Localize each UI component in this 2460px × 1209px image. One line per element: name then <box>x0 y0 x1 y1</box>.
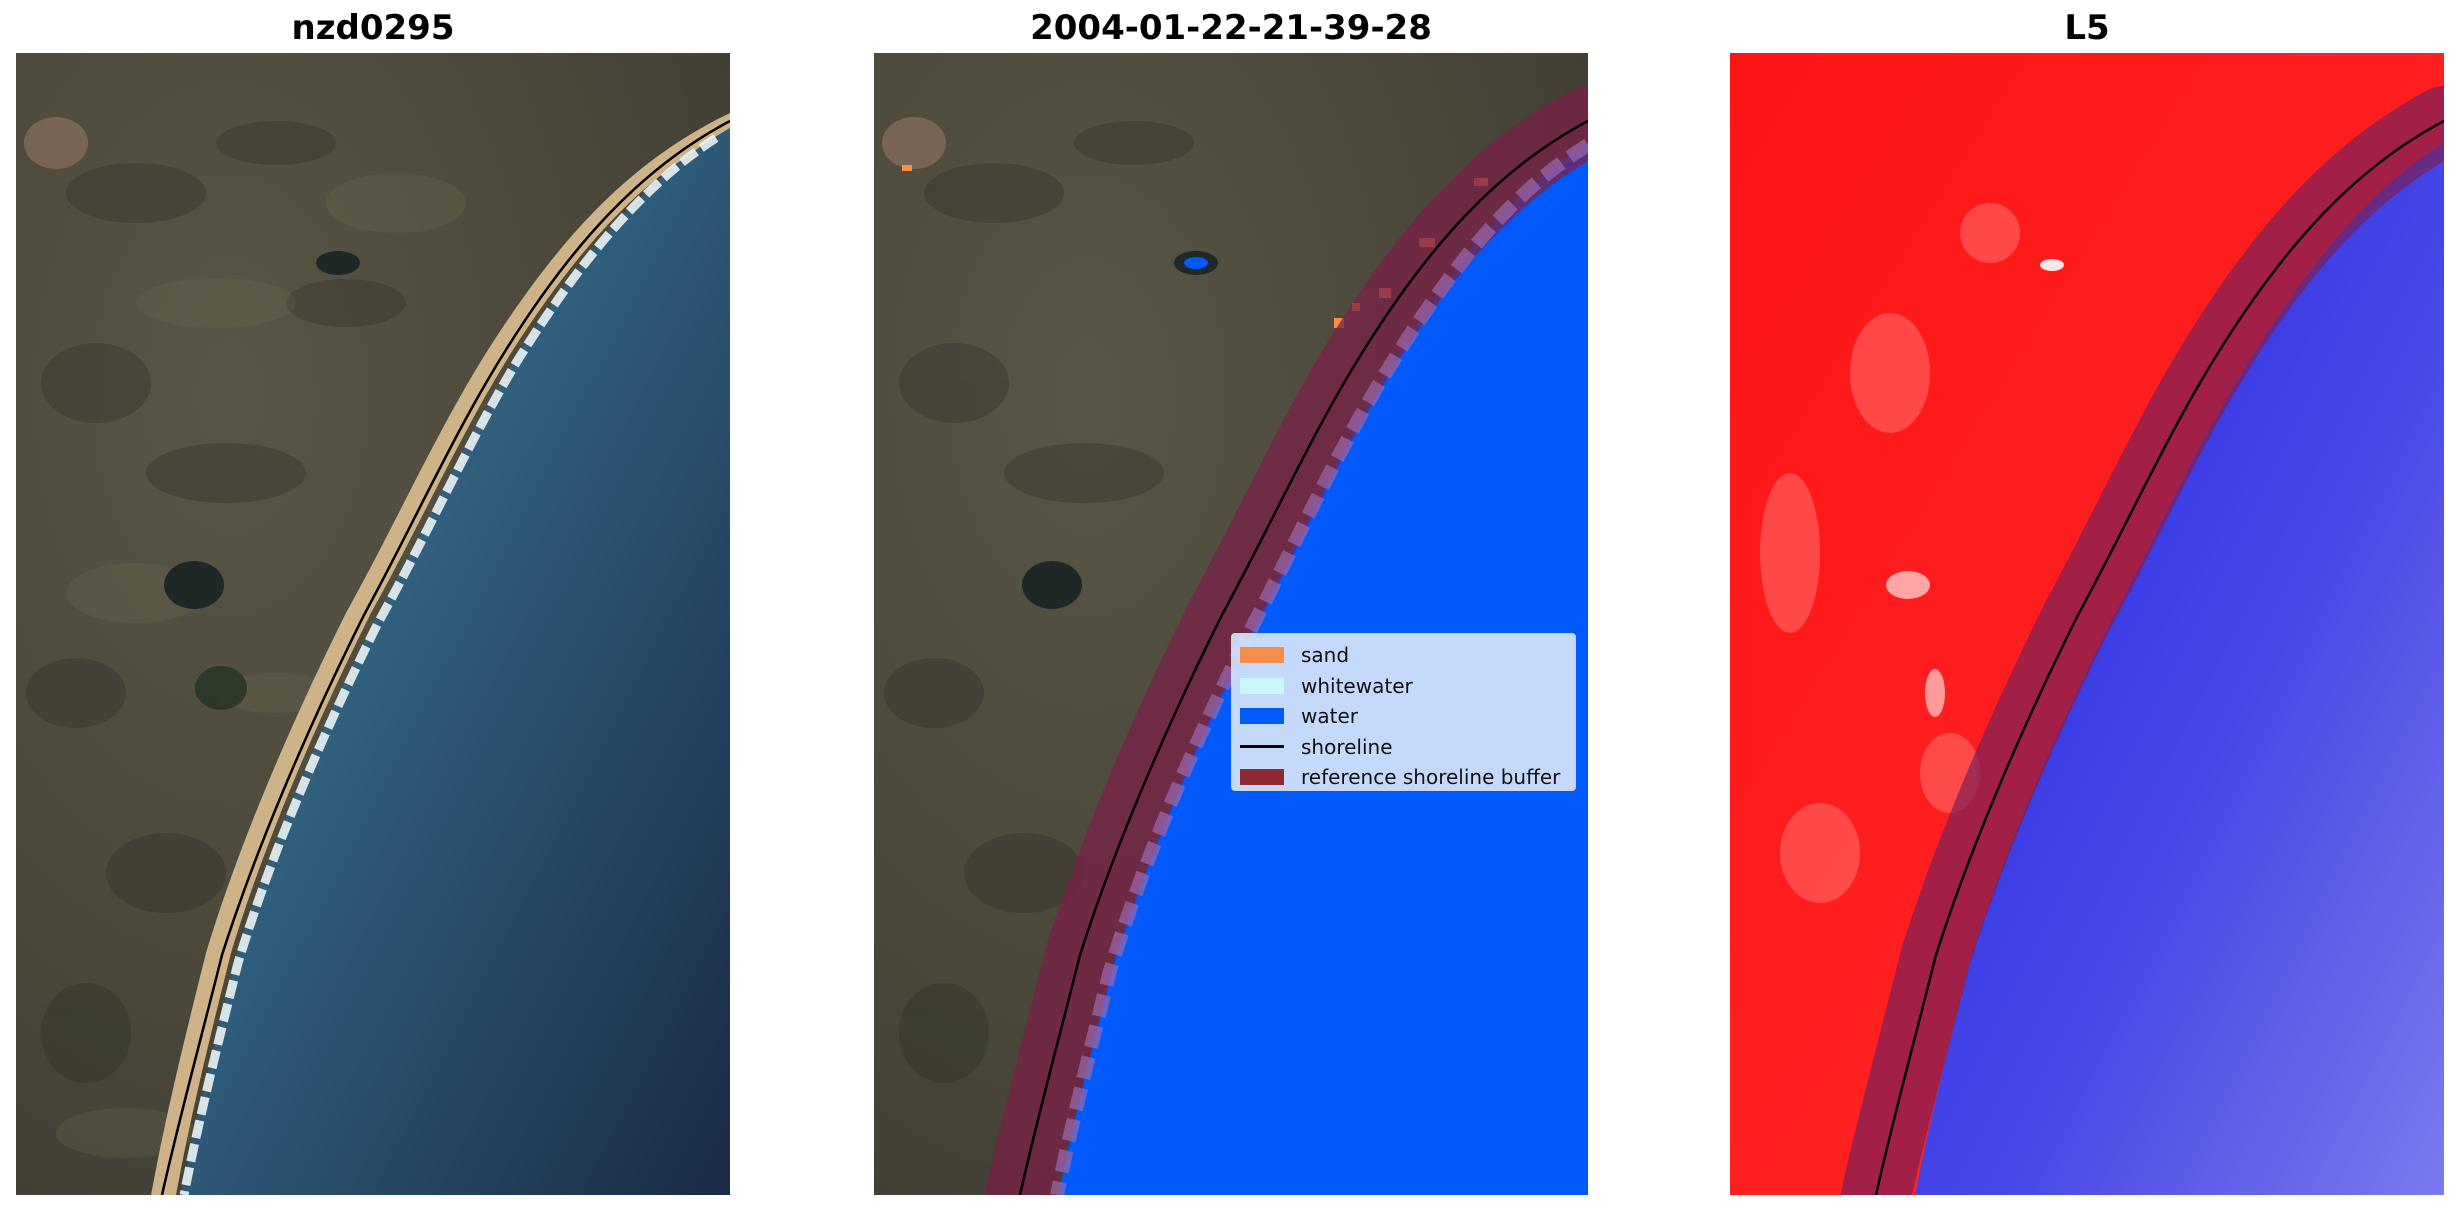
rgb-satellite-image <box>16 53 730 1195</box>
legend-item-water: water <box>1240 701 1567 732</box>
legend-label: water <box>1301 704 1358 729</box>
legend-swatch-whitewater <box>1240 677 1284 694</box>
legend-swatch-water <box>1240 708 1284 725</box>
legend-swatch-buffer <box>1240 769 1284 786</box>
legend-swatch-shoreline <box>1240 745 1284 749</box>
panel-title-rgb: nzd0295 <box>291 8 455 48</box>
legend-label: shoreline <box>1301 734 1393 759</box>
index-image-panel <box>1730 53 2444 1195</box>
classified-image <box>874 53 1588 1195</box>
classified-image-panel <box>874 53 1588 1195</box>
panel-title-classified: 2004-01-22-21-39-28 <box>1030 8 1432 48</box>
legend-item-whitewater: whitewater <box>1240 671 1567 702</box>
rgb-image-panel <box>16 53 730 1195</box>
legend-item-buffer: reference shoreline buffer <box>1240 762 1567 793</box>
legend-label: whitewater <box>1301 673 1413 698</box>
legend-label: sand <box>1301 643 1350 668</box>
legend-item-shoreline: shoreline <box>1240 732 1567 763</box>
legend-swatch-sand <box>1240 647 1284 664</box>
index-image <box>1730 53 2444 1195</box>
legend: sand whitewater water shoreline referenc… <box>1231 633 1576 791</box>
panel-title-index: L5 <box>2064 8 2110 48</box>
legend-item-sand: sand <box>1240 640 1567 671</box>
legend-label: reference shoreline buffer <box>1301 765 1561 790</box>
